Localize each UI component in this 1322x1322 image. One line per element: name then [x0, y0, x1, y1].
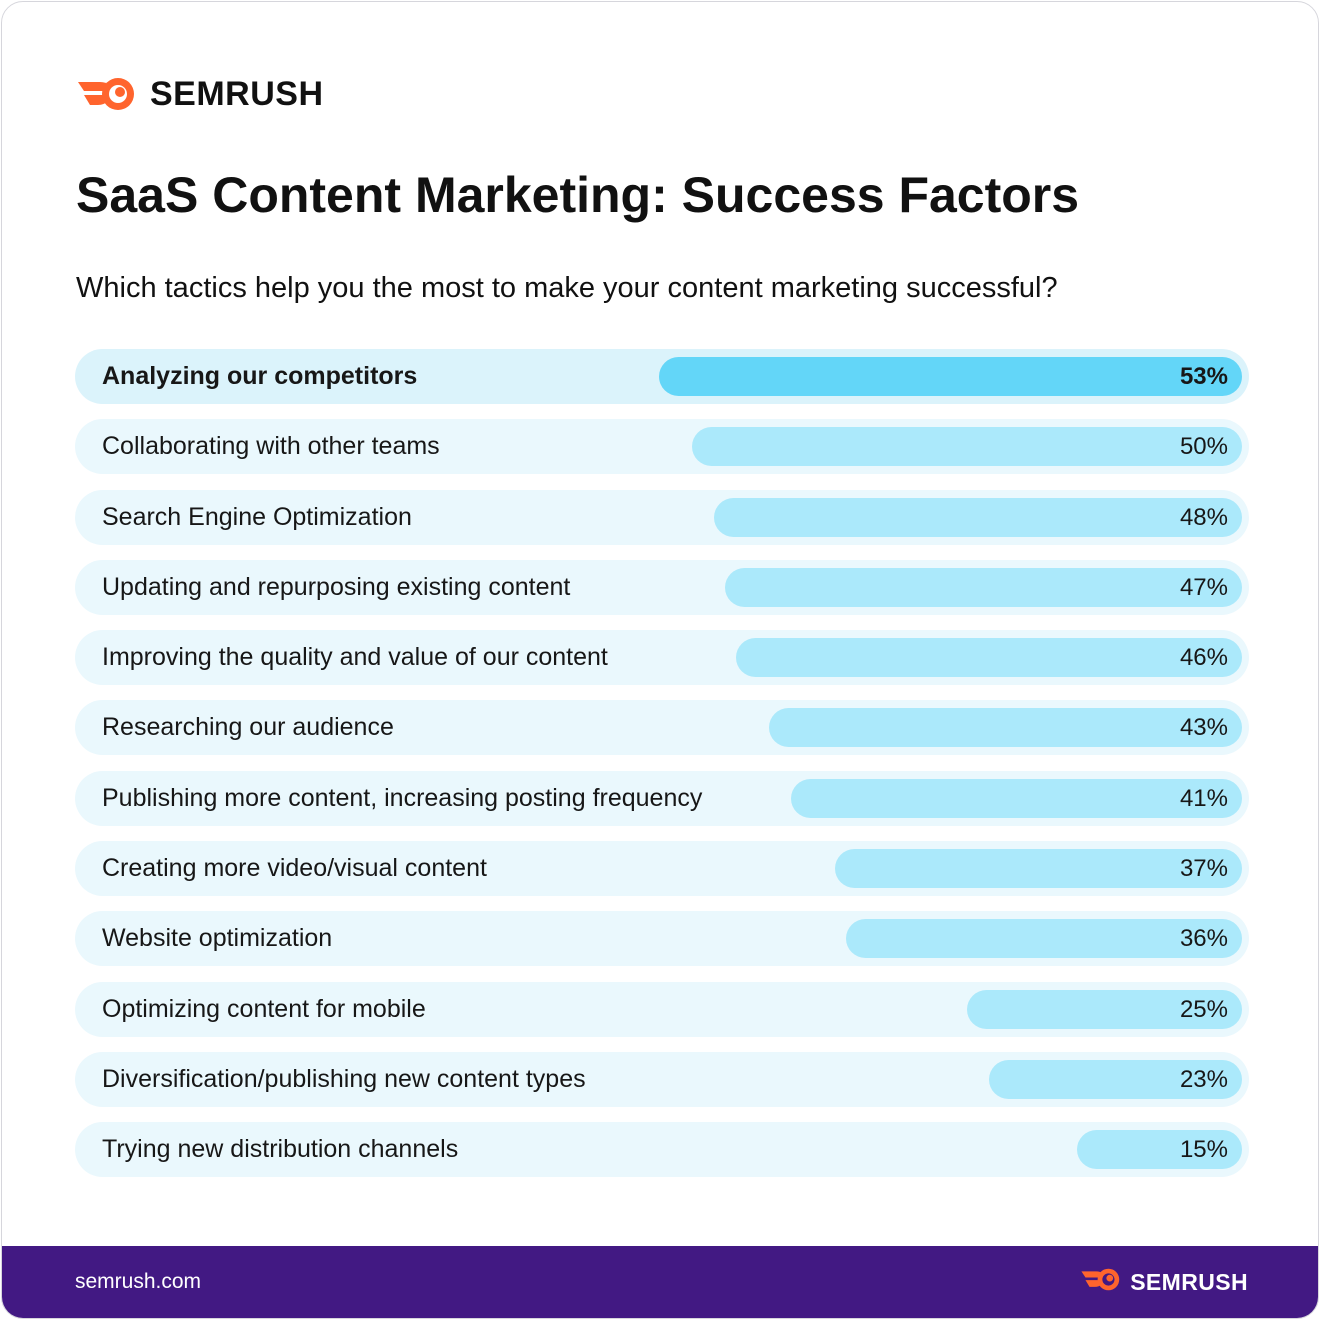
bar-row: Optimizing content for mobile 25% — [75, 981, 1249, 1037]
bar-value-label: 47% — [1179, 573, 1228, 601]
bar-label: Website optimization — [102, 924, 333, 953]
bar-row: Search Engine Optimization 48% — [75, 489, 1249, 545]
bar-value-label: 53% — [1179, 363, 1228, 390]
bar-label: Updating and repurposing existing conten… — [102, 572, 571, 601]
footer: semrush.com SEMRUSH — [2, 1246, 1318, 1318]
bar-label: Collaborating with other teams — [102, 432, 440, 461]
footer-brand-name: SEMRUSH — [1130, 1268, 1248, 1295]
semrush-flame-icon — [1080, 1266, 1122, 1298]
bar-label: Publishing more content, increasing post… — [102, 783, 703, 812]
bar-value-label: 41% — [1179, 784, 1228, 812]
bar-label: Optimizing content for mobile — [102, 994, 426, 1023]
bar-value-label: 25% — [1179, 995, 1228, 1023]
bar: 48% — [714, 497, 1242, 537]
bar-row: Collaborating with other teams 50% — [75, 419, 1249, 475]
footer-brand-logo: SEMRUSH — [1080, 1268, 1248, 1296]
bar-chart: Analyzing our competitors 53% Collaboratin… — [75, 349, 1249, 1193]
bar-value-label: 43% — [1179, 714, 1228, 742]
bar-row: Updating and repurposing existing conten… — [75, 559, 1249, 615]
bar-label: Trying new distribution channels — [102, 1135, 459, 1164]
bar-row: Analyzing our competitors 53% — [75, 349, 1249, 404]
bar-value-label: 23% — [1179, 1065, 1228, 1093]
bar-value-label: 46% — [1179, 644, 1228, 672]
bar: 37% — [835, 849, 1242, 889]
bar: 53% — [659, 357, 1242, 396]
bar-value-label: 36% — [1179, 925, 1228, 953]
bar-row: Researching our audience 43% — [75, 700, 1249, 756]
semrush-flame-icon — [76, 74, 138, 114]
bar-row: Trying new distribution channels 15% — [75, 1122, 1249, 1178]
bar-row: Creating more video/visual content 37% — [75, 841, 1249, 897]
chart-title: SaaS Content Marketing: Success Factors — [76, 167, 1080, 223]
bar-label: Creating more video/visual content — [102, 854, 487, 883]
bar-row: Website optimization 36% — [75, 911, 1249, 967]
bar: 36% — [846, 919, 1242, 959]
bar-row: Publishing more content, increasing post… — [75, 770, 1249, 826]
bar-value-label: 37% — [1179, 855, 1228, 883]
bar: 15% — [1077, 1130, 1242, 1170]
bar: 50% — [692, 427, 1242, 467]
bar-label: Analyzing our competitors — [102, 362, 418, 390]
bar-label: Search Engine Optimization — [102, 502, 412, 531]
brand-name: SEMRUSH — [150, 74, 324, 113]
bar: 46% — [736, 638, 1242, 678]
bar: 43% — [769, 708, 1242, 748]
bar-label: Diversification/publishing new content t… — [102, 1064, 586, 1093]
bar: 23% — [989, 1059, 1242, 1099]
bar-value-label: 50% — [1179, 433, 1228, 461]
footer-url: semrush.com — [75, 1270, 202, 1293]
bar-row: Diversification/publishing new content t… — [75, 1051, 1249, 1107]
bar-value-label: 48% — [1179, 503, 1228, 531]
bar-value-label: 15% — [1179, 1136, 1228, 1164]
bar: 47% — [725, 567, 1242, 607]
chart-subtitle: Which tactics help you the most to make … — [76, 272, 1058, 304]
brand-logo: SEMRUSH — [76, 72, 324, 116]
bar-label: Researching our audience — [102, 713, 394, 742]
bar-row: Improving the quality and value of our c… — [75, 630, 1249, 686]
bar: 25% — [967, 989, 1242, 1029]
bar-label: Improving the quality and value of our c… — [102, 643, 608, 672]
bar: 41% — [791, 778, 1242, 818]
